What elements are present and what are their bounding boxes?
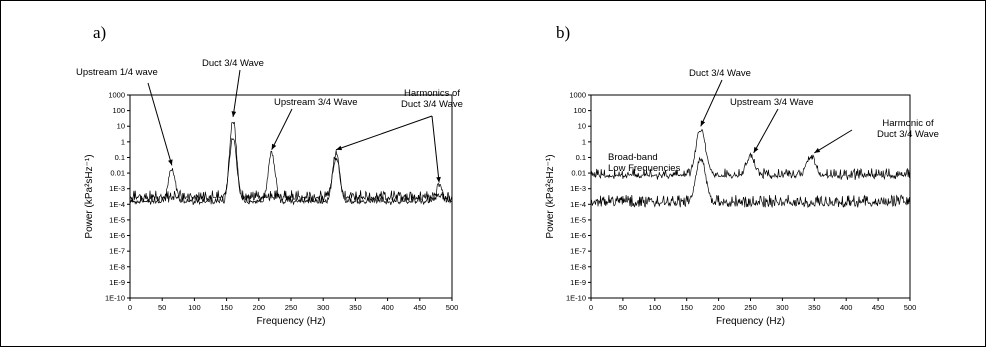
y-tick-label: 1E-5 <box>109 215 125 224</box>
x-tick-label: 450 <box>872 303 885 312</box>
annotation-label: Harmonics of <box>404 88 460 99</box>
y-tick-label: 0.01 <box>571 169 586 178</box>
annotation-arrowhead <box>231 111 237 117</box>
x-tick-label: 150 <box>680 303 693 312</box>
x-tick-label: 400 <box>840 303 853 312</box>
y-tick-label: 1E-7 <box>570 247 586 256</box>
x-tick-label: 450 <box>414 303 427 312</box>
y-tick-label: 1E-3 <box>109 184 125 193</box>
x-tick-label: 300 <box>776 303 789 312</box>
annotation-arrowhead <box>814 148 821 153</box>
annotation-label: Broad-band <box>608 152 658 163</box>
y-tick-label: 1E-10 <box>105 294 125 303</box>
y-tick-label: 100 <box>112 106 125 115</box>
y-tick-label: 1E-6 <box>109 231 125 240</box>
plot-area <box>590 94 911 299</box>
y-tick-label: 1E-9 <box>570 278 586 287</box>
x-tick-label: 150 <box>220 303 233 312</box>
panel-a: a) 0 50 100 150 200 250 300 350 400 450 500 1E-10 1E-… <box>76 23 463 327</box>
annotation-arrowhead <box>700 120 706 127</box>
x-tick-label: 500 <box>904 303 917 312</box>
x-tick-label: 350 <box>349 303 362 312</box>
annotation-label: Duct 3/4 Wave <box>401 99 463 110</box>
x-tick-label: 0 <box>589 303 593 312</box>
annotation-label: Upstream 3/4 Wave <box>274 97 358 108</box>
annotation-arrow <box>814 129 853 154</box>
y-tick-label: 1 <box>582 137 586 146</box>
annotation-label: Harmonic of <box>882 118 934 129</box>
y-tick-label: 1E-10 <box>566 294 586 303</box>
x-tick-label: 50 <box>158 303 166 312</box>
y-tick-label: 1E-4 <box>109 200 125 209</box>
y-tick-label: 1 <box>121 137 125 146</box>
panel-b: b) 0 50 100 150 200 250 300 350 400 450 500 1E-10 1E-… <box>545 23 939 327</box>
annotation-arrow <box>700 79 723 127</box>
spectrum-series-1 <box>590 128 911 181</box>
spectrum-series-2 <box>590 156 911 208</box>
y-tick-label: 10 <box>578 122 586 131</box>
y-tick-label: 1E-5 <box>570 215 586 224</box>
annotation-label: Duct 3/4 Wave <box>689 68 751 79</box>
annotation-arrowhead <box>753 146 759 153</box>
x-tick-label: 100 <box>649 303 662 312</box>
x-tick-label: 500 <box>446 303 459 312</box>
y-tick-label: 0.1 <box>115 153 125 162</box>
y-tick-label: 1E-3 <box>570 184 586 193</box>
x-axis-label: Frequency (Hz) <box>257 316 326 327</box>
annotation-arrow <box>431 115 440 183</box>
x-tick-label: 50 <box>619 303 627 312</box>
annotation-arrowhead <box>436 176 441 183</box>
annotation-label: Upstream 3/4 Wave <box>730 97 814 108</box>
y-tick-label: 1E-4 <box>570 200 586 209</box>
y-tick-label: 10 <box>117 122 125 131</box>
spectrum-series-1 <box>129 121 453 206</box>
x-tick-label: 0 <box>128 303 132 312</box>
x-tick-label: 350 <box>808 303 821 312</box>
annotation-arrowhead <box>168 159 173 166</box>
y-tick-label: 0.01 <box>110 169 125 178</box>
y-axis-label: Power (kPa²sHz⁻¹) <box>545 154 556 238</box>
annotation-arrow <box>232 69 241 118</box>
annotation-arrowhead <box>336 145 343 151</box>
y-tick-label: 1E-7 <box>109 247 125 256</box>
x-tick-label: 400 <box>381 303 394 312</box>
x-tick-label: 250 <box>285 303 298 312</box>
annotation-label: Low Frequencies <box>608 163 681 174</box>
x-tick-label: 250 <box>744 303 757 312</box>
annotation-label: Upstream 1/4 wave <box>76 67 158 78</box>
y-tick-label: 1E-8 <box>109 262 125 271</box>
annotation-label: Duct 3/4 Wave <box>877 129 939 140</box>
x-tick-label: 200 <box>712 303 725 312</box>
annotation-arrow <box>147 82 173 166</box>
annotation-arrow <box>271 108 293 150</box>
annotation-arrowhead <box>271 143 277 150</box>
x-tick-label: 300 <box>317 303 330 312</box>
annotation-label: Duct 3/4 Wave <box>202 58 264 69</box>
y-axis-label: Power (kPa²sHz⁻¹) <box>84 154 95 238</box>
panel-label: a) <box>93 23 106 42</box>
y-tick-label: 1E-9 <box>109 278 125 287</box>
spectrum-series-2 <box>129 137 453 203</box>
panel-label: b) <box>556 23 570 42</box>
y-tick-label: 1000 <box>108 91 125 100</box>
annotation-arrow <box>335 115 433 151</box>
y-tick-label: 100 <box>573 106 586 115</box>
x-axis-label: Frequency (Hz) <box>716 316 785 327</box>
y-tick-label: 0.1 <box>576 153 586 162</box>
annotation-arrow <box>753 108 779 154</box>
y-tick-label: 1E-8 <box>570 262 586 271</box>
x-tick-label: 100 <box>188 303 201 312</box>
y-tick-label: 1E-6 <box>570 231 586 240</box>
x-tick-label: 200 <box>253 303 266 312</box>
y-tick-label: 1000 <box>569 91 586 100</box>
